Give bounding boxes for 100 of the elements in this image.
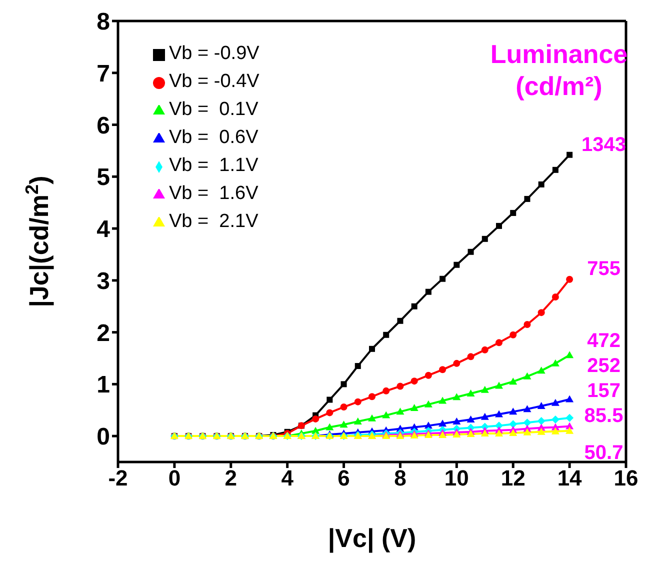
point (537, 428, 546, 435)
point (354, 398, 362, 406)
point (509, 378, 518, 385)
point (524, 196, 530, 202)
annotation: 157 (586, 379, 622, 404)
x-tick-label: 0 (168, 466, 181, 491)
y-tick-label: 3 (96, 268, 110, 295)
point (410, 404, 418, 412)
x-axis-title: |Vc| (V) (328, 523, 416, 553)
point (396, 382, 404, 390)
x-tick-label: 2 (224, 466, 238, 491)
point (439, 366, 446, 374)
point (537, 417, 546, 426)
point (481, 346, 488, 354)
point (566, 152, 573, 158)
point (495, 410, 503, 418)
legend-label: Vb = 0.6V (169, 127, 258, 148)
y-tick-label: 4 (96, 216, 111, 244)
point (326, 396, 333, 403)
point (509, 408, 518, 415)
point (537, 402, 546, 409)
point (383, 332, 390, 338)
point (424, 400, 432, 408)
point (340, 404, 348, 411)
legend-label: Vb = 1.6V (169, 183, 258, 204)
point (452, 393, 461, 400)
point (396, 408, 404, 415)
point (480, 386, 489, 393)
point (552, 294, 559, 301)
point (510, 210, 516, 216)
point (454, 262, 460, 268)
y-tick-label: 5 (96, 164, 110, 192)
annotation: 755 (586, 257, 622, 282)
point (326, 409, 334, 416)
annotation: 85.5 (583, 404, 624, 428)
point (452, 430, 461, 438)
y-tick-label: 2 (96, 320, 110, 347)
point (523, 405, 532, 412)
point (538, 309, 545, 316)
point (354, 418, 362, 425)
legend-label: Vb = 0.1V (169, 99, 258, 120)
x-tick-label: 6 (338, 466, 350, 491)
y-tick-label: 6 (96, 112, 110, 140)
point (340, 381, 347, 388)
point (495, 382, 503, 389)
point (510, 331, 517, 338)
point (523, 372, 532, 380)
point (523, 418, 532, 427)
point (326, 423, 334, 430)
y-tick-label: 7 (96, 60, 110, 88)
point (538, 181, 544, 188)
point (551, 427, 560, 434)
point (312, 415, 320, 422)
x-tick-label: 4 (281, 466, 294, 491)
point (509, 428, 518, 436)
point (425, 288, 432, 295)
point (552, 166, 558, 173)
point (551, 398, 560, 406)
legend-label: Vb = 1.1V (169, 155, 258, 176)
point (496, 222, 502, 229)
x-tick-label: 12 (500, 466, 526, 491)
point (382, 411, 390, 418)
point (480, 412, 489, 420)
legend-label: Vb = 2.1V (169, 211, 258, 232)
x-tick-label: 10 (444, 466, 469, 491)
point (524, 321, 531, 328)
legend-label: Vb = -0.9V (169, 43, 260, 64)
point (551, 359, 560, 366)
point (382, 387, 390, 394)
legend-label: Vb = -0.4V (169, 71, 260, 92)
point (467, 353, 474, 360)
point (397, 318, 404, 324)
annotation: 50.7 (583, 441, 624, 466)
point (438, 431, 447, 438)
point (482, 236, 488, 242)
point (438, 420, 447, 427)
point (354, 363, 361, 370)
point (566, 395, 574, 402)
point (523, 428, 532, 436)
point (368, 414, 376, 422)
point (566, 414, 574, 422)
point (452, 418, 461, 425)
point (453, 360, 460, 367)
x-tick-label: 8 (394, 466, 406, 491)
point (466, 390, 475, 397)
point (411, 303, 418, 310)
y-tick-label: 0 (96, 424, 110, 451)
point (468, 248, 474, 255)
point (495, 429, 503, 436)
point (340, 420, 348, 428)
point (566, 276, 574, 283)
point (369, 346, 375, 352)
point (440, 276, 446, 282)
point (466, 415, 475, 422)
point (551, 415, 560, 424)
point (424, 372, 432, 379)
x-tick-label: 14 (557, 466, 583, 491)
point (566, 426, 574, 434)
point (509, 420, 518, 428)
y-tick-label: 8 (96, 8, 110, 36)
